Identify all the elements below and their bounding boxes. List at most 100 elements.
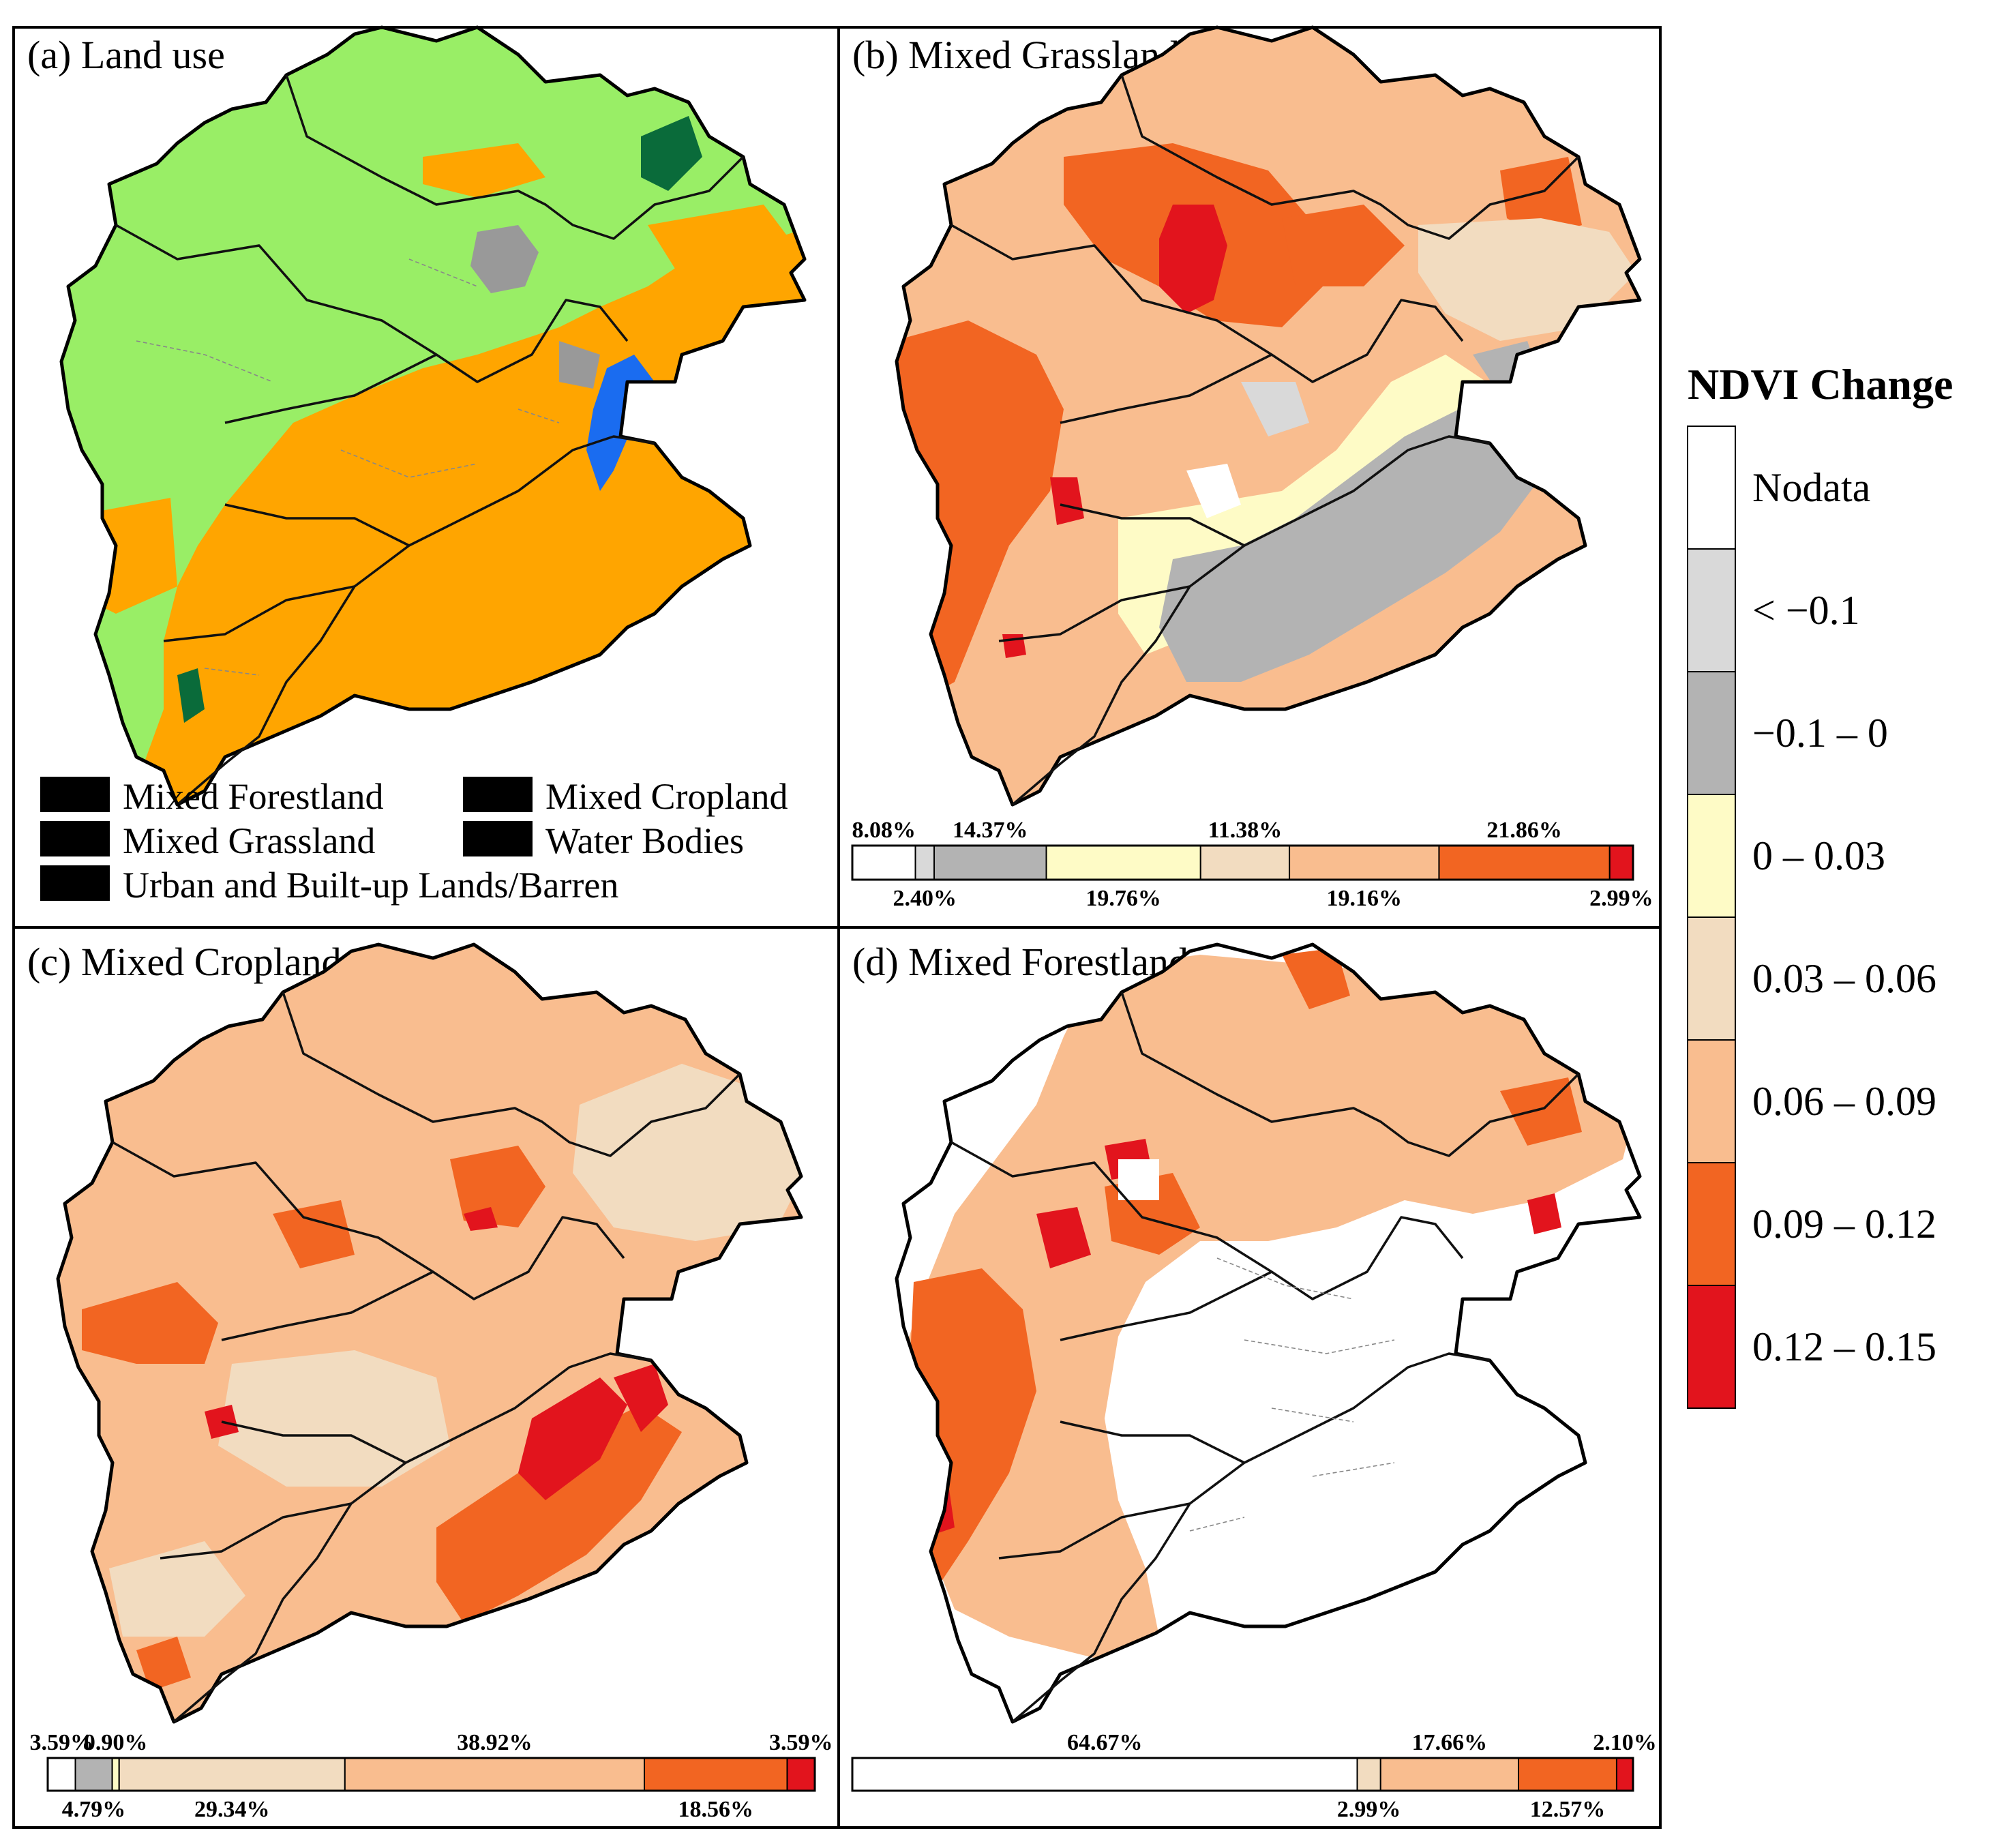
ndvi-legend-items: Nodata < −0.1 −0.1 – 0 0 – 0.03 0.03 – 0.06 0… — [1687, 426, 1936, 1409]
ndvi-legend-swatch — [1687, 1285, 1736, 1409]
stacked-bar-segment — [852, 1757, 1358, 1791]
legend-label-grassland: Mixed Grassland — [123, 820, 375, 861]
stacked-bar-label: 29.34% — [194, 1797, 270, 1822]
stacked-bar-label: 14.37% — [953, 818, 1028, 843]
stacked-bar-segment — [1518, 1757, 1617, 1791]
stacked-bar-segment — [1379, 1757, 1520, 1791]
ndvi-b-zone-0.12-0.15-b — [1050, 477, 1084, 525]
stacked-bar-segment — [1289, 845, 1440, 880]
stacked-bar-segment — [786, 1757, 816, 1791]
legend-label-cropland: Mixed Cropland — [545, 776, 788, 817]
ndvi-legend-swatch — [1687, 1162, 1736, 1286]
stacked-bar-segment — [933, 845, 1047, 880]
ndvi-b-zone-nodata — [1186, 464, 1241, 518]
ndvi-b-zone-neg0.1-0-east — [1159, 409, 1541, 682]
panel-c-map — [14, 927, 839, 1828]
ndvi-d-zone-nodata-interior — [1118, 1159, 1159, 1200]
stacked-bar-label: 18.56% — [678, 1797, 754, 1822]
stacked-bar-label: 12.57% — [1530, 1797, 1606, 1822]
stacked-bar-label: 21.86% — [1486, 818, 1562, 843]
stacked-bar-segment — [914, 845, 935, 880]
ndvi-c-zone-0.09-0.12-northmid — [273, 1200, 355, 1268]
legend-swatch-water — [463, 821, 533, 856]
stacked-bar-label: 2.99% — [1589, 886, 1653, 911]
legend-label-forestland: Mixed Forestland — [123, 776, 383, 817]
ndvi-b-zone-0.09-0.12-northeast — [1500, 157, 1582, 239]
panel-b-map — [839, 27, 1660, 927]
ndvi-legend-label: < −0.1 — [1752, 588, 1860, 633]
ndvi-legend-swatch — [1687, 671, 1736, 795]
ndvi-c-zone-0.09-0.12-southwest — [136, 1637, 191, 1691]
panel-d-map — [839, 927, 1660, 1828]
stacked-bar-segment — [118, 1757, 346, 1791]
panel-c-province-borders — [112, 992, 741, 1723]
ndvi-legend-label: 0.03 – 0.06 — [1752, 956, 1936, 1001]
stacked-bar-segment — [1199, 845, 1291, 880]
ndvi-legend-swatch — [1687, 916, 1736, 1041]
ndvi-d-zone-0.06-0.09 — [900, 955, 1636, 1664]
ndvi-c-zone-0.09-0.12-west — [82, 1282, 218, 1364]
ndvi-c-zone-0.12-0.15-tianjin — [614, 1364, 668, 1432]
stacked-bar-segment — [74, 1757, 113, 1791]
stacked-bar-label: 8.08% — [852, 818, 916, 843]
legend-swatch-grassland — [40, 821, 110, 856]
stacked-bar-label: 2.40% — [893, 886, 957, 911]
stacked-bar-label: 2.99% — [1337, 1797, 1401, 1822]
stacked-bar-label: 3.59% — [30, 1730, 94, 1755]
ndvi-legend-label: 0.12 – 0.15 — [1752, 1324, 1936, 1369]
stacked-bar-segment — [1608, 845, 1634, 880]
landuse-urban-area — [470, 225, 539, 293]
ndvi-b-zone-0.09-0.12-mid — [1282, 205, 1405, 286]
stacked-bar-label: 19.76% — [1086, 886, 1161, 911]
ndvi-legend-label: Nodata — [1752, 465, 1870, 510]
stacked-bar-label: 38.92% — [457, 1730, 533, 1755]
stacked-bar-label: 64.67% — [1067, 1730, 1143, 1755]
landuse-cropland-patch-north — [648, 205, 805, 286]
legend-swatch-urban — [40, 865, 110, 901]
legend-label-water: Water Bodies — [545, 820, 744, 861]
ndvi-legend-title: NDVI Change — [1688, 360, 1953, 408]
stacked-bar-frame — [851, 844, 1634, 881]
ndvi-c-zone-0.03-0.06-center — [218, 1350, 450, 1487]
stacked-bar-cropland: 3.59% 4.79% 0.90% 29.34% 38.92% 18.56% 3.59% — [30, 1730, 833, 1822]
stacked-bar-segment — [852, 845, 916, 880]
stacked-bar-segment — [644, 1757, 788, 1791]
ndvi-legend-swatch — [1687, 426, 1736, 550]
legend-label-urban: Urban and Built-up Lands/Barren — [123, 865, 618, 906]
stacked-bar-label: 4.79% — [62, 1797, 126, 1822]
ndvi-legend-swatch — [1687, 548, 1736, 672]
ndvi-legend-label: 0 – 0.03 — [1752, 833, 1885, 878]
ndvi-legend: NDVI Change Nodata < −0.1 −0.1 – 0 0 – 0.03… — [1687, 360, 1953, 1409]
stacked-bar-segment — [1438, 845, 1611, 880]
panel-d-district-lines — [1189, 1257, 1395, 1532]
stacked-bar-segment — [1615, 1757, 1634, 1791]
landuse-forest-patch — [641, 116, 702, 191]
ndvi-d-zone-0.12-0.15-a — [1036, 1207, 1091, 1268]
panel-d-province-borders — [950, 992, 1580, 1723]
ndvi-c-zone-0.09-0.12-southeast — [436, 1405, 682, 1623]
landuse-legend: Mixed Forestland Mixed Cropland Mixed Gr… — [40, 776, 788, 906]
landuse-grassland-area — [61, 27, 805, 784]
ndvi-c-zone-0.12-0.15-north — [464, 1207, 498, 1231]
stacked-bar-segment — [1045, 845, 1201, 880]
stacked-bar-label: 11.38% — [1208, 818, 1283, 843]
ndvi-legend-swatch — [1687, 1039, 1736, 1163]
stacked-bar-segment — [47, 1757, 76, 1791]
stacked-bar-label: 2.10% — [1593, 1730, 1657, 1755]
landuse-cropland-patch-northmid — [423, 143, 545, 198]
ndvi-c-zone-0.03-0.06-east — [573, 1064, 801, 1241]
panel-d-title: (d) Mixed Forestland — [852, 940, 1188, 984]
panel-c-title: (c) Mixed Cropland — [27, 940, 342, 984]
ndvi-legend-label: 0.06 – 0.09 — [1752, 1079, 1936, 1124]
ndvi-legend-label: −0.1 – 0 — [1752, 711, 1888, 756]
ndvi-d-zone-0.09-0.12-northeast — [1500, 1077, 1582, 1146]
stacked-bar-label: 19.16% — [1327, 886, 1403, 911]
stacked-bar-grassland: 8.08% 2.40% 14.37% 19.76% 11.38% 19.16% 21.86%… — [851, 818, 1653, 911]
stacked-bar-segment — [344, 1757, 646, 1791]
ndvi-d-zone-0.09-0.12-north — [1282, 948, 1350, 1009]
ndvi-c-zone-0-0.03 — [723, 1289, 757, 1316]
stacked-bar-label: 0.90% — [84, 1730, 148, 1755]
stacked-bar-frame — [851, 1757, 1634, 1792]
ndvi-d-zone-0.12-0.15-d — [1527, 1193, 1561, 1234]
stacked-bar-segment — [111, 1757, 120, 1791]
